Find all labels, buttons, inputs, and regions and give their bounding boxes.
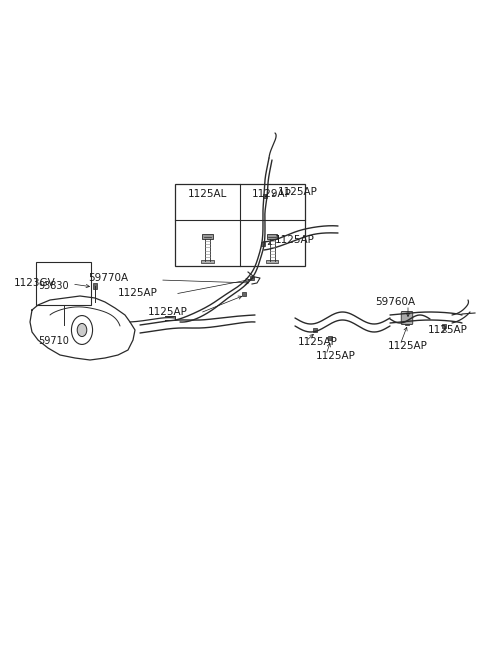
Text: 59770A: 59770A (88, 273, 128, 283)
Text: 1123GV: 1123GV (14, 278, 56, 288)
Text: 1125AP: 1125AP (118, 288, 158, 298)
Bar (266, 260, 278, 263)
Text: 1125AP: 1125AP (388, 341, 428, 351)
Text: 1125AL: 1125AL (188, 188, 227, 199)
Text: 1125AP: 1125AP (275, 235, 315, 245)
Text: 1125AP: 1125AP (148, 307, 188, 317)
Bar (36, 262, 91, 305)
Text: 59760A: 59760A (375, 297, 415, 307)
Text: 1125AP: 1125AP (428, 325, 468, 335)
Bar (201, 260, 214, 263)
Text: 1125AP: 1125AP (298, 337, 338, 347)
Bar (175, 184, 305, 266)
Text: 59710: 59710 (38, 336, 69, 346)
Text: 1129AP: 1129AP (252, 188, 292, 199)
Text: 93830: 93830 (38, 281, 69, 291)
Bar (202, 234, 213, 239)
Circle shape (77, 323, 87, 337)
FancyBboxPatch shape (401, 312, 413, 325)
Text: 1125AP: 1125AP (278, 187, 318, 197)
Bar (267, 234, 277, 239)
Text: 1125AP: 1125AP (316, 351, 356, 361)
